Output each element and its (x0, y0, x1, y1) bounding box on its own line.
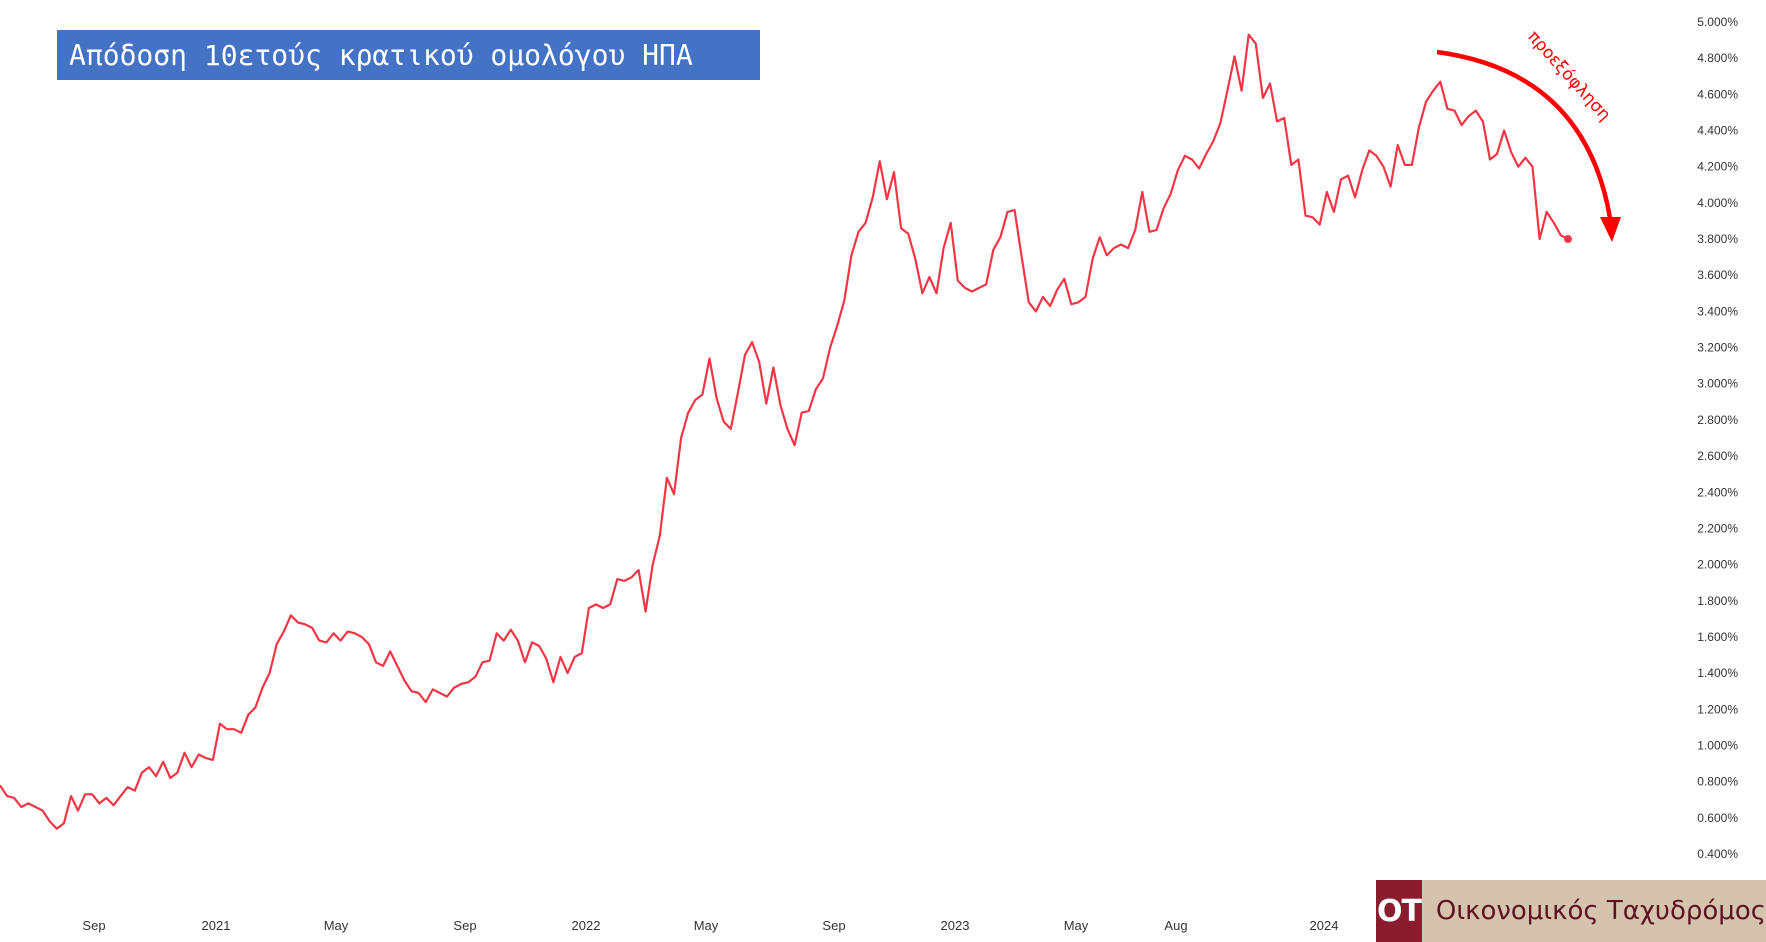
plot-area (0, 33, 1572, 830)
y-tick-label: 1.400% (1697, 666, 1738, 680)
series-line (0, 33, 1569, 830)
y-tick-label: 0.400% (1697, 847, 1738, 861)
chart-title-box: Απόδοση 10ετούς κρατικού ομολόγου ΗΠΑ (57, 30, 760, 80)
y-tick-label: 3.200% (1697, 341, 1738, 355)
annotation-group: προεξόφληση (1436, 27, 1621, 242)
x-tick-label: 2021 (202, 918, 231, 933)
annotation-label: προεξόφληση (1523, 27, 1614, 125)
y-tick-label: 3.600% (1697, 268, 1738, 282)
y-tick-label: 0.800% (1697, 775, 1738, 789)
logo-name: Οικονομικός Ταχυδρόμος (1435, 896, 1766, 926)
last-point-marker (1564, 235, 1572, 244)
y-tick-label: 1.000% (1697, 738, 1738, 752)
y-axis: 0.400% 0.600% 0.800% 1.000% 1.200% 1.400% 1.60… (1697, 15, 1738, 861)
y-tick-label: 4.800% (1697, 51, 1738, 65)
x-tick-label: May (1064, 918, 1089, 933)
x-tick-label: Sep (822, 918, 845, 933)
x-tick-label: 2022 (572, 918, 601, 933)
x-tick-label: Sep (453, 918, 476, 933)
y-tick-label: 1.800% (1697, 594, 1738, 608)
y-tick-label: 4.400% (1697, 124, 1738, 138)
y-tick-label: 5.000% (1697, 15, 1738, 29)
y-tick-label: 2.000% (1697, 558, 1738, 572)
y-tick-label: 4.000% (1697, 196, 1738, 210)
down-arrow-icon (1436, 49, 1613, 219)
y-tick-label: 3.000% (1697, 377, 1738, 391)
x-tick-label: 2023 (941, 918, 970, 933)
y-tick-label: 4.600% (1697, 87, 1738, 101)
y-tick-label: 1.200% (1697, 702, 1738, 716)
y-tick-label: 1.600% (1697, 630, 1738, 644)
x-tick-label: 2024 (1310, 918, 1339, 933)
y-tick-label: 2.800% (1697, 413, 1738, 427)
x-tick-label: Aug (1164, 918, 1187, 933)
publisher-logo: OT Οικονομικός Ταχυδρόμος (1376, 880, 1766, 942)
chart-title: Απόδοση 10ετούς κρατικού ομολόγου ΗΠΑ (69, 38, 693, 72)
y-tick-label: 3.800% (1697, 232, 1738, 246)
y-tick-label: 2.200% (1697, 521, 1738, 535)
x-tick-label: Sep (82, 918, 105, 933)
y-tick-label: 0.600% (1697, 811, 1738, 825)
logo-badge: OT (1376, 880, 1422, 942)
x-tick-label: May (324, 918, 349, 933)
y-tick-label: 2.400% (1697, 485, 1738, 499)
x-axis: Sep 2021 May Sep 2022 May Sep 2023 May Aug 2024 (82, 918, 1338, 933)
arrowhead-icon (1600, 217, 1621, 242)
y-tick-label: 4.200% (1697, 160, 1738, 174)
x-tick-label: May (694, 918, 719, 933)
y-tick-label: 3.400% (1697, 304, 1738, 318)
y-tick-label: 2.600% (1697, 449, 1738, 463)
